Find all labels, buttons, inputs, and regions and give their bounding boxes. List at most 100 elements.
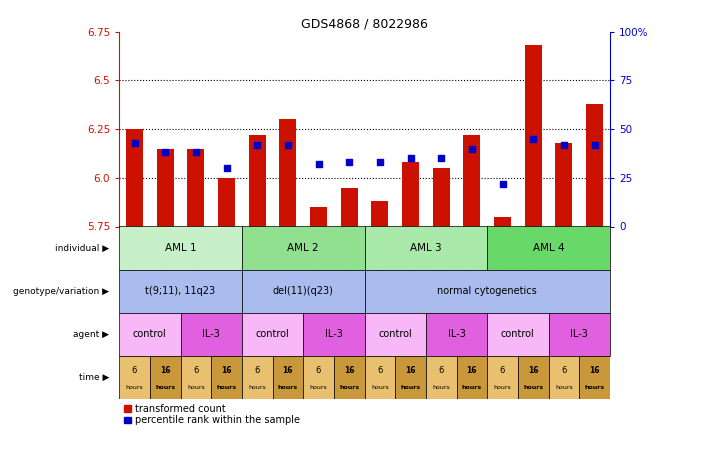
Text: AML 4: AML 4 xyxy=(533,243,564,253)
Text: 6: 6 xyxy=(500,366,505,375)
Bar xyxy=(549,313,610,356)
Text: control: control xyxy=(256,329,290,339)
Bar xyxy=(119,313,181,356)
Bar xyxy=(579,356,610,399)
Text: 6: 6 xyxy=(562,366,566,375)
Bar xyxy=(525,45,542,227)
Bar xyxy=(119,356,150,399)
Text: hours: hours xyxy=(462,386,482,390)
Bar xyxy=(119,270,242,313)
Text: agent ▶: agent ▶ xyxy=(74,330,109,338)
Point xyxy=(558,141,569,148)
Text: 16: 16 xyxy=(344,366,355,375)
Bar xyxy=(365,356,395,399)
Point xyxy=(343,159,355,166)
Bar xyxy=(518,356,549,399)
Bar xyxy=(463,135,480,226)
Text: 16: 16 xyxy=(405,366,416,375)
Bar xyxy=(242,313,303,356)
Text: IL-3: IL-3 xyxy=(571,329,588,339)
Bar xyxy=(211,356,242,399)
Bar xyxy=(365,226,487,270)
Point xyxy=(405,154,416,162)
Text: hours: hours xyxy=(555,386,573,390)
Text: AML 1: AML 1 xyxy=(165,243,196,253)
Point xyxy=(160,149,171,156)
Text: 16: 16 xyxy=(590,366,600,375)
Bar xyxy=(119,226,242,270)
Text: hours: hours xyxy=(310,386,327,390)
Text: hours: hours xyxy=(339,386,359,390)
Bar xyxy=(273,356,303,399)
Bar xyxy=(487,226,610,270)
Bar xyxy=(303,313,365,356)
Bar xyxy=(555,143,572,226)
Text: hours: hours xyxy=(125,386,144,390)
Bar xyxy=(187,149,204,226)
Bar xyxy=(426,313,487,356)
Bar xyxy=(426,356,456,399)
Legend: transformed count, percentile rank within the sample: transformed count, percentile rank withi… xyxy=(124,404,300,425)
Text: hours: hours xyxy=(400,386,421,390)
Text: individual ▶: individual ▶ xyxy=(55,244,109,252)
Text: del(11)(q23): del(11)(q23) xyxy=(273,286,334,296)
Bar xyxy=(334,356,365,399)
Bar xyxy=(341,188,358,226)
Text: 6: 6 xyxy=(254,366,260,375)
Text: control: control xyxy=(501,329,535,339)
Bar xyxy=(487,313,549,356)
Text: 6: 6 xyxy=(439,366,444,375)
Text: 6: 6 xyxy=(132,366,137,375)
Bar xyxy=(365,313,426,356)
Text: hours: hours xyxy=(187,386,205,390)
Text: hours: hours xyxy=(585,386,604,390)
Text: 6: 6 xyxy=(193,366,198,375)
Text: 16: 16 xyxy=(467,366,477,375)
Bar xyxy=(310,207,327,226)
Text: hours: hours xyxy=(433,386,450,390)
Bar xyxy=(242,226,365,270)
Bar xyxy=(395,356,426,399)
Bar xyxy=(402,162,419,226)
Text: 16: 16 xyxy=(528,366,538,375)
Text: hours: hours xyxy=(248,386,266,390)
Bar xyxy=(586,104,603,226)
Text: 6: 6 xyxy=(377,366,383,375)
Text: control: control xyxy=(379,329,412,339)
Bar xyxy=(181,356,211,399)
Text: 16: 16 xyxy=(283,366,293,375)
Text: AML 2: AML 2 xyxy=(287,243,319,253)
Text: hours: hours xyxy=(278,386,298,390)
Point xyxy=(313,160,324,168)
Bar xyxy=(218,178,235,226)
Bar xyxy=(150,356,181,399)
Point xyxy=(190,149,201,156)
Bar xyxy=(157,149,174,226)
Point xyxy=(252,141,263,148)
Text: t(9;11), 11q23: t(9;11), 11q23 xyxy=(145,286,216,296)
Text: 16: 16 xyxy=(222,366,232,375)
Text: genotype/variation ▶: genotype/variation ▶ xyxy=(13,287,109,295)
Bar xyxy=(549,356,579,399)
Point xyxy=(528,135,539,142)
Point xyxy=(129,139,140,146)
Text: IL-3: IL-3 xyxy=(203,329,220,339)
Text: hours: hours xyxy=(371,386,389,390)
Point xyxy=(497,180,508,187)
Text: time ▶: time ▶ xyxy=(79,373,109,381)
Text: IL-3: IL-3 xyxy=(325,329,343,339)
Bar xyxy=(494,217,511,226)
Text: hours: hours xyxy=(155,386,175,390)
Bar xyxy=(242,356,273,399)
Bar xyxy=(249,135,266,226)
Title: GDS4868 / 8022986: GDS4868 / 8022986 xyxy=(301,18,428,30)
Bar xyxy=(303,356,334,399)
Text: hours: hours xyxy=(217,386,236,390)
Bar xyxy=(433,168,449,226)
Text: normal cytogenetics: normal cytogenetics xyxy=(437,286,537,296)
Bar xyxy=(487,356,518,399)
Text: IL-3: IL-3 xyxy=(448,329,465,339)
Point xyxy=(466,145,477,152)
Bar xyxy=(365,270,610,313)
Bar xyxy=(372,201,388,226)
